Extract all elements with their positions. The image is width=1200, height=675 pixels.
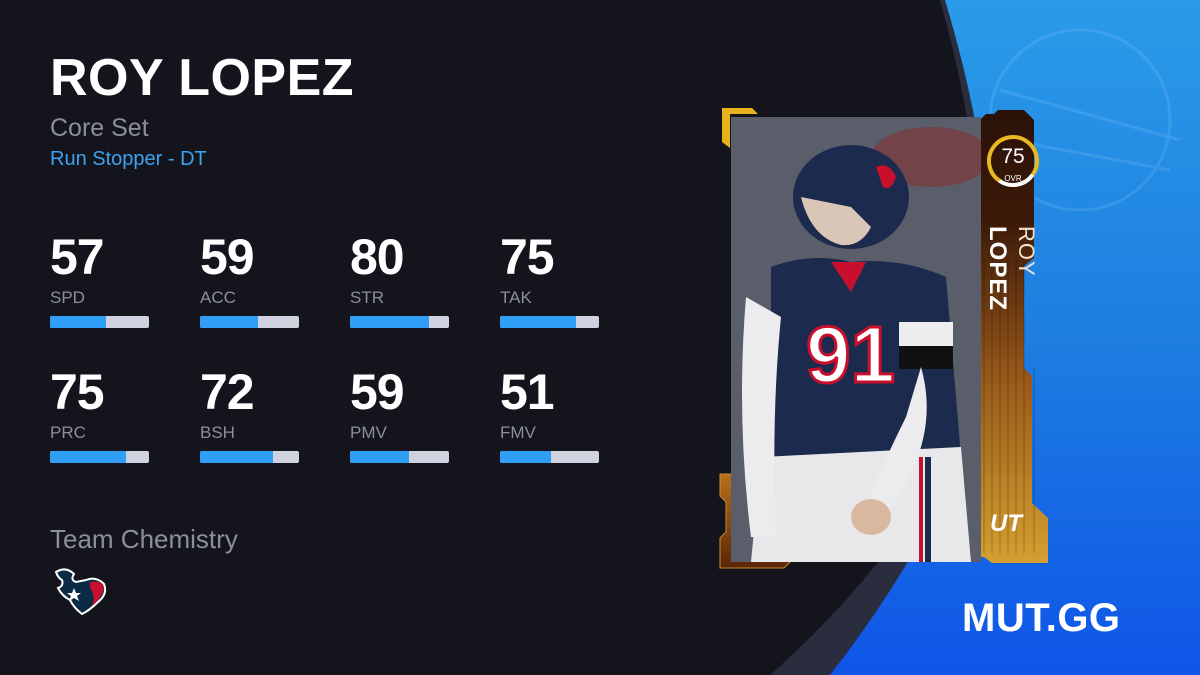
stat-value: 80 [350,229,405,285]
stat-label: STR [350,288,384,307]
stat-value: 51 [500,364,555,420]
brand-logo[interactable]: MUT.GG [962,596,1121,640]
stat-bar [350,451,449,463]
stat-value: 57 [50,229,105,285]
jersey-number: 91 [806,310,895,399]
stat-bar [500,451,599,463]
stat-bsh: 72 BSH [200,367,300,463]
stat-value: 75 [50,364,105,420]
stat-value: 59 [350,364,405,420]
stat-acc: 59 ACC [200,232,300,328]
stat-label: ACC [200,288,236,307]
stat-bar [200,316,299,328]
stat-fmv: 51 FMV [500,367,600,463]
player-photo: 91 [731,117,981,562]
set-name: Core Set [50,114,149,142]
ovr-rating-ring [987,135,1039,187]
card-first-name: ROY [1014,226,1039,277]
stat-spd: 57 SPD [50,232,150,328]
stat-bar [50,316,149,328]
stat-pmv: 59 PMV [350,367,450,463]
stat-str: 80 STR [350,232,450,328]
stat-bar [200,451,299,463]
card-frame [719,108,1048,569]
stat-bar [500,316,599,328]
stat-label: BSH [200,423,235,442]
team-chemistry-title: Team Chemistry [50,524,238,554]
archetype: Run Stopper - DT [50,148,207,170]
stat-label: FMV [500,423,536,442]
ovr-label: OVR [1004,174,1022,183]
stat-label: SPD [50,288,85,307]
stat-bar [50,451,149,463]
stat-label: TAK [500,288,532,307]
stat-value: 72 [200,364,255,420]
card-last-name: LOPEZ [984,226,1011,312]
stat-value: 59 [200,229,255,285]
stat-value: 75 [500,229,555,285]
texans-logo-icon[interactable] [52,566,110,616]
stat-tak: 75 TAK [500,232,600,328]
program-badge: UT [990,510,1022,537]
player-name: ROY LOPEZ [50,49,355,107]
stat-bar [350,316,449,328]
player-photo-illustration: 91 [731,117,981,562]
stat-prc: 75 PRC [50,367,150,463]
stat-label: PMV [350,423,387,442]
player-card[interactable]: 91 75 OVR ROY LOPEZ UT [708,108,1048,573]
ovr-value: 75 [1001,145,1025,168]
stat-label: PRC [50,423,86,442]
